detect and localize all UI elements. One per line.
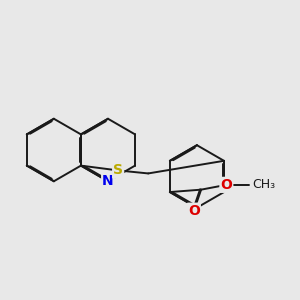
Text: N: N xyxy=(102,174,114,188)
Text: O: O xyxy=(220,178,232,192)
Text: S: S xyxy=(113,164,123,177)
Text: O: O xyxy=(188,204,200,218)
Text: CH₃: CH₃ xyxy=(252,178,275,191)
